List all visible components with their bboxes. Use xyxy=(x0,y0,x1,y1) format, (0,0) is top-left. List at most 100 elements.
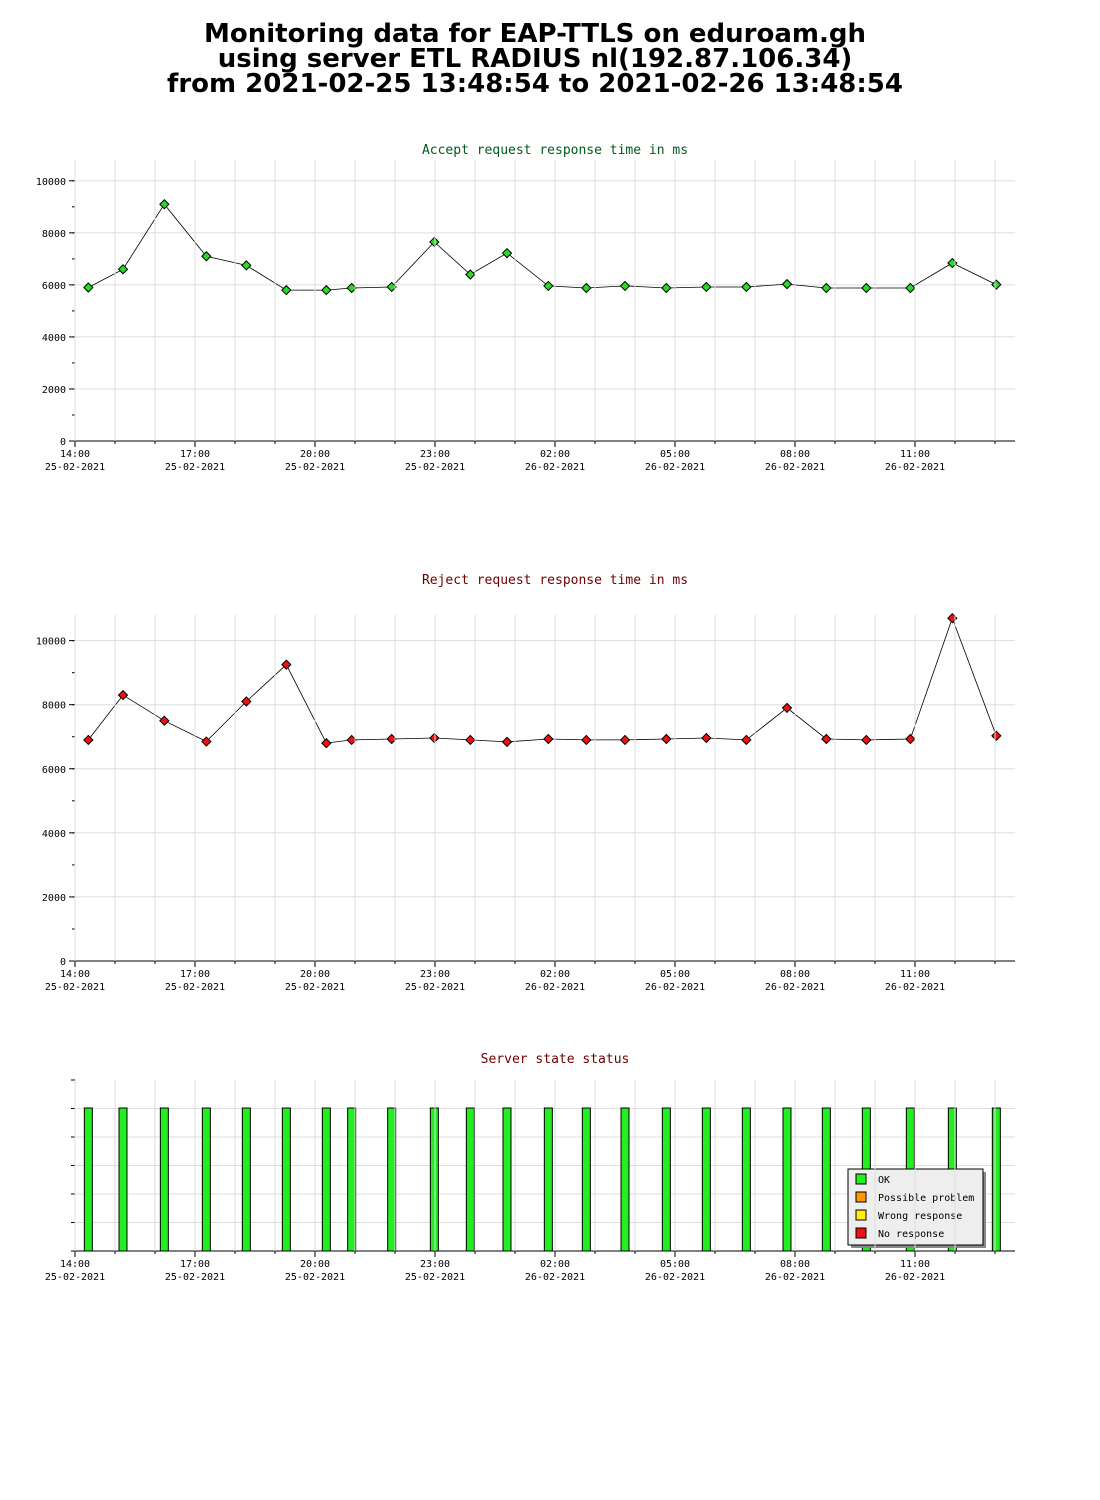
x-tick-label-date: 26-02-2021 xyxy=(765,1272,825,1283)
status-bar xyxy=(201,1107,211,1252)
data-point xyxy=(861,734,872,746)
status-bar xyxy=(83,1107,93,1252)
chart-3: Server state status OK Possible problem Wro… xyxy=(71,1052,1015,1252)
legend-swatch xyxy=(855,1227,867,1239)
data-point xyxy=(117,689,129,701)
x-tick-label-time: 23:00 xyxy=(420,1259,450,1270)
x-tick-label-date: 26-02-2021 xyxy=(765,982,825,993)
data-point xyxy=(991,730,1002,741)
legend-label: No response xyxy=(878,1229,944,1240)
x-tick-label-date: 25-02-2021 xyxy=(285,462,345,473)
x-tick-label-time: 11:00 xyxy=(900,1259,930,1270)
x-tick-label-time: 17:00 xyxy=(180,1259,210,1270)
x-tick-label-date: 26-02-2021 xyxy=(645,462,705,473)
data-point xyxy=(619,734,631,746)
y-tick-label: 10000 xyxy=(36,177,66,188)
x-tick-label-date: 26-02-2021 xyxy=(525,462,585,473)
data-point xyxy=(741,734,752,746)
legend-swatch xyxy=(855,1173,867,1185)
data-point xyxy=(281,659,292,670)
data-point xyxy=(159,199,170,210)
x-tick-label-date: 25-02-2021 xyxy=(45,982,105,993)
y-tick-label: 8000 xyxy=(42,229,66,240)
x-tick-label-date: 25-02-2021 xyxy=(165,1272,225,1283)
data-point xyxy=(321,284,332,296)
x-tick-label-date: 26-02-2021 xyxy=(885,462,945,473)
x-tick-label-date: 25-02-2021 xyxy=(405,1272,465,1283)
x-axis-3: 14:00 25-02-2021 17:00 25-02-2021 20:00 25-02… xyxy=(45,1080,996,1283)
data-point xyxy=(861,282,872,294)
status-bar xyxy=(347,1107,357,1252)
status-bar xyxy=(782,1107,792,1252)
title-line-2: using server ETL RADIUS nl(192.87.106.34… xyxy=(217,44,853,74)
data-point xyxy=(117,264,129,275)
x-tick-label-time: 20:00 xyxy=(300,1259,330,1270)
status-bar xyxy=(821,1107,831,1252)
status-bar xyxy=(701,1107,711,1252)
x-tick-label-date: 25-02-2021 xyxy=(165,462,225,473)
data-point xyxy=(281,284,292,296)
status-bar xyxy=(281,1107,291,1252)
x-tick-label-date: 25-02-2021 xyxy=(405,982,465,993)
status-bar xyxy=(543,1107,553,1252)
x-tick-label-date: 26-02-2021 xyxy=(885,1272,945,1283)
data-point xyxy=(661,733,672,745)
x-tick-label-date: 26-02-2021 xyxy=(525,982,585,993)
status-bar xyxy=(241,1107,251,1252)
x-tick-label-date: 25-02-2021 xyxy=(285,1272,345,1283)
x-tick-label-date: 26-02-2021 xyxy=(885,982,945,993)
legend: OK Possible problem Wrong response No respo… xyxy=(847,1168,986,1248)
y-tick-label: 0 xyxy=(60,437,66,448)
x-tick-label-time: 05:00 xyxy=(660,969,690,980)
data-point xyxy=(201,251,212,262)
x-tick-label-time: 02:00 xyxy=(540,969,570,980)
data-point xyxy=(241,696,252,707)
chart-title: Server state status xyxy=(481,1052,630,1067)
status-bar xyxy=(502,1107,512,1252)
data-point xyxy=(321,737,332,749)
title-line-1: Monitoring data for EAP-TTLS on eduroam.… xyxy=(204,19,866,49)
data-point xyxy=(429,732,440,744)
x-tick-label-date: 26-02-2021 xyxy=(645,1272,705,1283)
legend-label: Wrong response xyxy=(878,1211,962,1222)
data-point xyxy=(905,733,916,745)
x-tick-label-date: 26-02-2021 xyxy=(525,1272,585,1283)
chart-2: Reject request response time in ms 0 2000 4… xyxy=(36,573,1015,968)
x-tick-label-time: 14:00 xyxy=(60,449,90,460)
x-tick-label-time: 02:00 xyxy=(540,1259,570,1270)
x-tick-label-time: 14:00 xyxy=(60,1259,90,1270)
status-bar xyxy=(991,1107,1001,1252)
x-axis-2: 14:00 25-02-2021 17:00 25-02-2021 20:00 25-02… xyxy=(45,615,996,993)
data-point xyxy=(241,260,252,271)
x-tick-label-time: 20:00 xyxy=(300,449,330,460)
x-tick-label-date: 25-02-2021 xyxy=(285,982,345,993)
data-point xyxy=(465,269,476,280)
status-bar xyxy=(741,1107,751,1252)
y-tick-label: 0 xyxy=(60,957,66,968)
legend-swatch xyxy=(855,1191,867,1203)
x-tick-label-date: 26-02-2021 xyxy=(645,982,705,993)
data-point xyxy=(701,281,712,293)
data-point xyxy=(429,236,440,248)
x-tick-label-time: 11:00 xyxy=(900,449,930,460)
status-bar xyxy=(321,1107,331,1252)
data-point xyxy=(991,279,1002,290)
x-tick-label-time: 23:00 xyxy=(420,449,450,460)
data-point xyxy=(821,733,832,745)
title-line-3: from 2021-02-25 13:48:54 to 2021-02-26 1… xyxy=(167,69,903,99)
x-tick-label-time: 02:00 xyxy=(540,449,570,460)
data-point xyxy=(781,702,793,714)
x-tick-label-date: 26-02-2021 xyxy=(765,462,825,473)
data-point xyxy=(741,281,752,293)
chart-title: Reject request response time in ms xyxy=(422,573,688,588)
x-tick-label-time: 08:00 xyxy=(780,969,810,980)
legend-label: OK xyxy=(878,1175,890,1186)
data-point xyxy=(543,733,554,745)
data-point xyxy=(201,736,212,747)
data-point xyxy=(159,715,170,726)
series-line xyxy=(87,617,997,744)
data-point xyxy=(905,282,916,294)
x-tick-label-time: 08:00 xyxy=(780,1259,810,1270)
x-axis-1: 14:00 25-02-2021 17:00 25-02-2021 20:00 25-02… xyxy=(45,160,996,473)
x-tick-label-time: 05:00 xyxy=(660,449,690,460)
